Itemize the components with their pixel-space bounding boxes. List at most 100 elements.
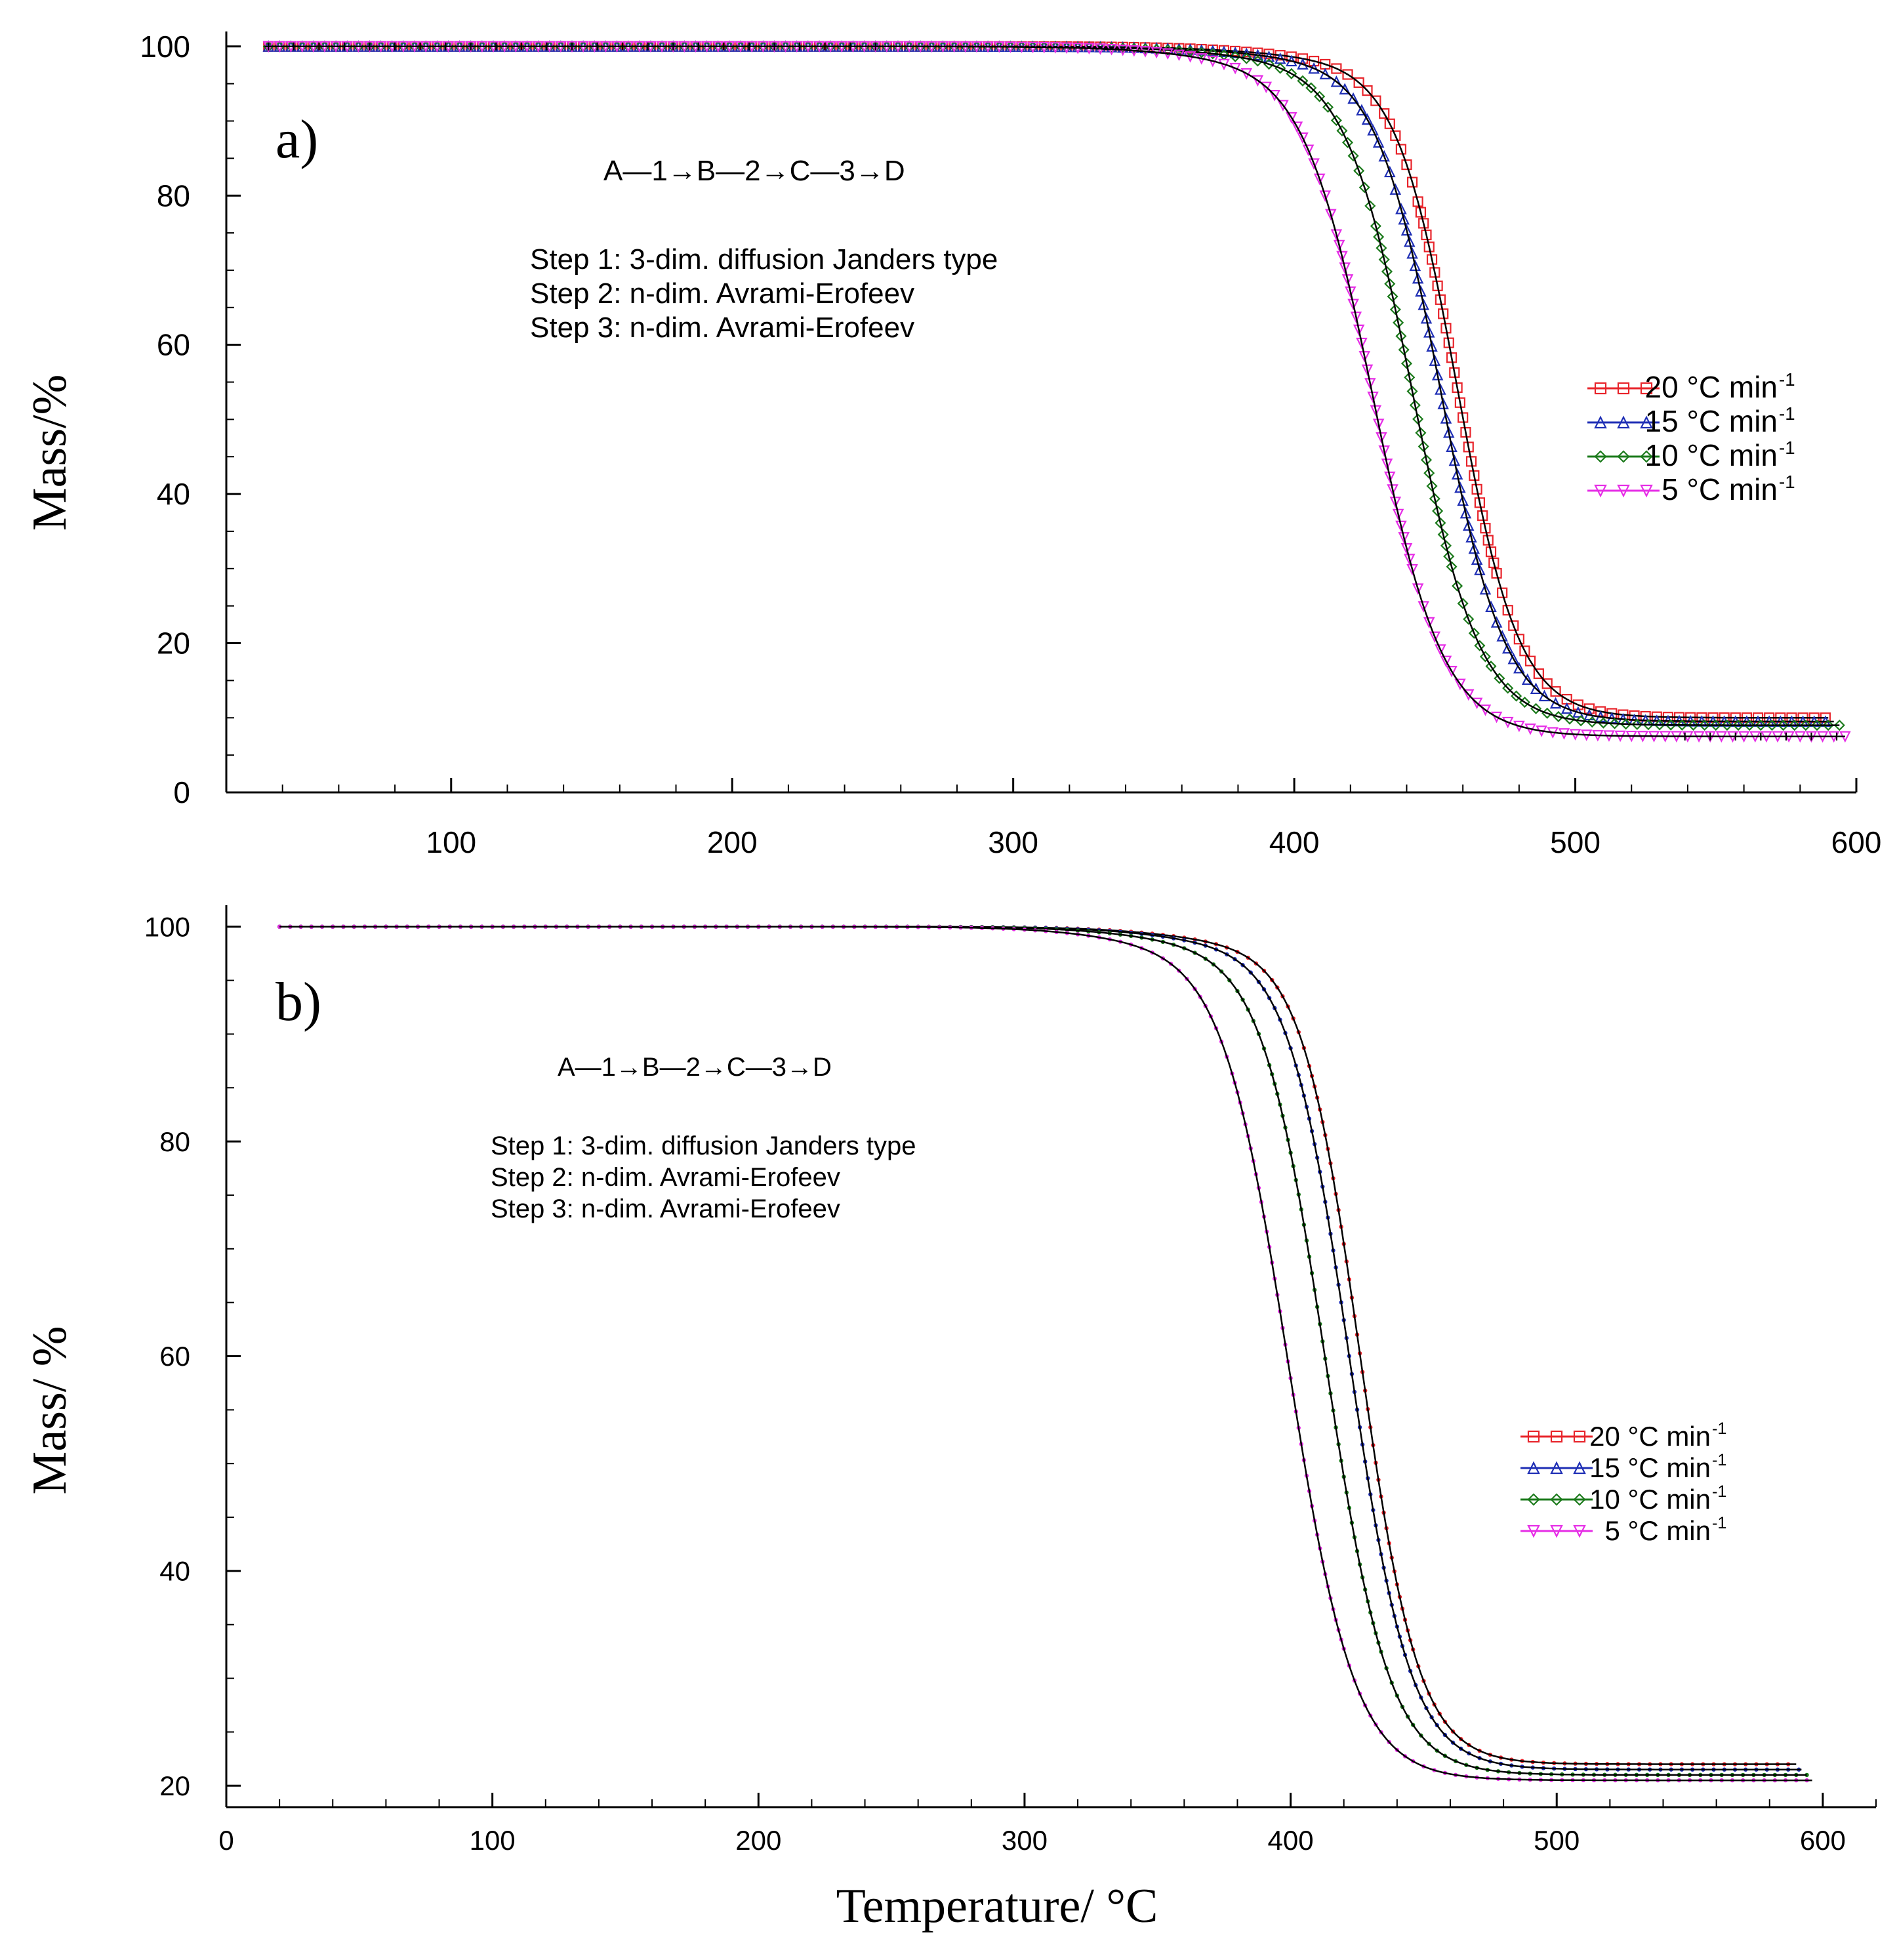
data-point <box>1406 563 1418 576</box>
y-tick-label: 40 <box>157 477 190 511</box>
series-red <box>277 924 1797 1766</box>
data-point <box>1583 703 1595 714</box>
data-point <box>1196 47 1208 58</box>
x-tick-label: 300 <box>988 825 1038 859</box>
data-point <box>1594 415 1607 429</box>
data-point <box>1409 259 1421 272</box>
data-point <box>1485 661 1497 672</box>
data-point <box>1339 262 1351 274</box>
legend-label-superscript: -1 <box>1779 403 1795 424</box>
data-point <box>1358 182 1370 194</box>
cross-marker <box>365 42 374 51</box>
legend-item: 5 °C min -1 <box>1520 1514 1726 1546</box>
data-point <box>1373 231 1385 243</box>
legend-item: 20 °C min -1 <box>1520 1419 1726 1452</box>
data-point <box>1440 540 1452 552</box>
legend-item: 5 °C min -1 <box>1587 472 1795 506</box>
fit-line <box>279 926 1812 1782</box>
data-point <box>1379 108 1390 119</box>
data-point <box>1640 484 1653 498</box>
data-point <box>1465 456 1477 467</box>
data-point <box>1479 651 1492 663</box>
data-point <box>1429 267 1440 278</box>
data-point <box>1423 467 1435 479</box>
data-point <box>1513 661 1525 674</box>
data-point <box>1800 720 1812 731</box>
data-point <box>1744 720 1755 731</box>
data-point <box>1398 532 1410 544</box>
cross-marker <box>441 42 450 51</box>
data-point <box>1384 278 1396 290</box>
data-point <box>1640 450 1653 463</box>
data-point <box>1474 497 1485 508</box>
data-point <box>1400 224 1413 236</box>
data-point <box>1497 587 1508 598</box>
data-point <box>1463 613 1475 625</box>
reaction-scheme: A—1→B—2→C—3→D <box>558 1053 832 1082</box>
data-point <box>1322 101 1334 113</box>
data-point <box>1429 493 1440 504</box>
legend-label: 10 °C min <box>1645 438 1778 472</box>
data-point <box>1308 62 1320 74</box>
cross-marker <box>619 42 627 51</box>
data-point <box>1438 308 1449 319</box>
data-point <box>1415 427 1427 439</box>
data-point <box>1333 239 1345 252</box>
data-point <box>1642 719 1654 731</box>
data-point <box>1490 711 1503 724</box>
data-point <box>1330 229 1343 241</box>
data-point <box>1392 508 1404 521</box>
data-point <box>1550 1493 1563 1506</box>
y-tick-label: 0 <box>173 775 190 809</box>
data-point <box>1533 668 1544 680</box>
data-point <box>1549 697 1562 709</box>
data-point <box>1404 371 1416 383</box>
data-point <box>1395 330 1407 342</box>
legend-item: 15 °C min -1 <box>1520 1451 1726 1483</box>
data-point <box>1573 1493 1586 1506</box>
series-green <box>262 41 1845 731</box>
legend-label: 10 °C min <box>1589 1484 1711 1515</box>
data-point <box>1805 1772 1809 1778</box>
cross-marker <box>593 42 602 51</box>
data-point <box>1415 207 1427 218</box>
data-point <box>1617 484 1630 498</box>
data-point <box>1443 550 1455 562</box>
cross-marker <box>1706 732 1715 741</box>
data-point <box>1594 484 1607 498</box>
data-point <box>1420 312 1433 324</box>
data-point <box>1721 720 1733 731</box>
series-blue <box>262 40 1834 727</box>
data-point <box>1541 678 1553 689</box>
data-point <box>1452 382 1463 393</box>
data-point <box>1451 468 1463 480</box>
data-point <box>1393 317 1404 329</box>
data-point <box>1313 173 1326 186</box>
data-point <box>1423 617 1435 629</box>
data-point <box>1389 183 1402 195</box>
data-point <box>1260 81 1273 94</box>
data-point <box>1488 557 1499 569</box>
data-point <box>1446 561 1458 573</box>
data-point <box>1398 344 1410 356</box>
data-point <box>1372 136 1385 148</box>
cross-marker <box>1782 732 1790 741</box>
legend-label-superscript: -1 <box>1779 438 1795 458</box>
y-tick-label: 20 <box>157 626 190 661</box>
data-point <box>1550 1430 1563 1443</box>
cross-marker <box>567 42 576 51</box>
data-point <box>1418 218 1429 229</box>
data-point <box>1586 716 1598 728</box>
legend-label: 5 °C min <box>1605 1515 1711 1546</box>
y-tick-label: 100 <box>144 911 190 942</box>
data-point <box>1676 719 1688 731</box>
data-point <box>1418 601 1429 613</box>
data-point <box>1421 229 1432 241</box>
data-point <box>1370 405 1382 417</box>
fit-line <box>268 45 1840 726</box>
data-point <box>1471 553 1483 565</box>
data-point <box>1286 112 1297 124</box>
y-axis-label: Mass/ % <box>23 1326 77 1495</box>
x-tick-label: 400 <box>1269 825 1320 859</box>
cross-marker <box>391 42 399 51</box>
